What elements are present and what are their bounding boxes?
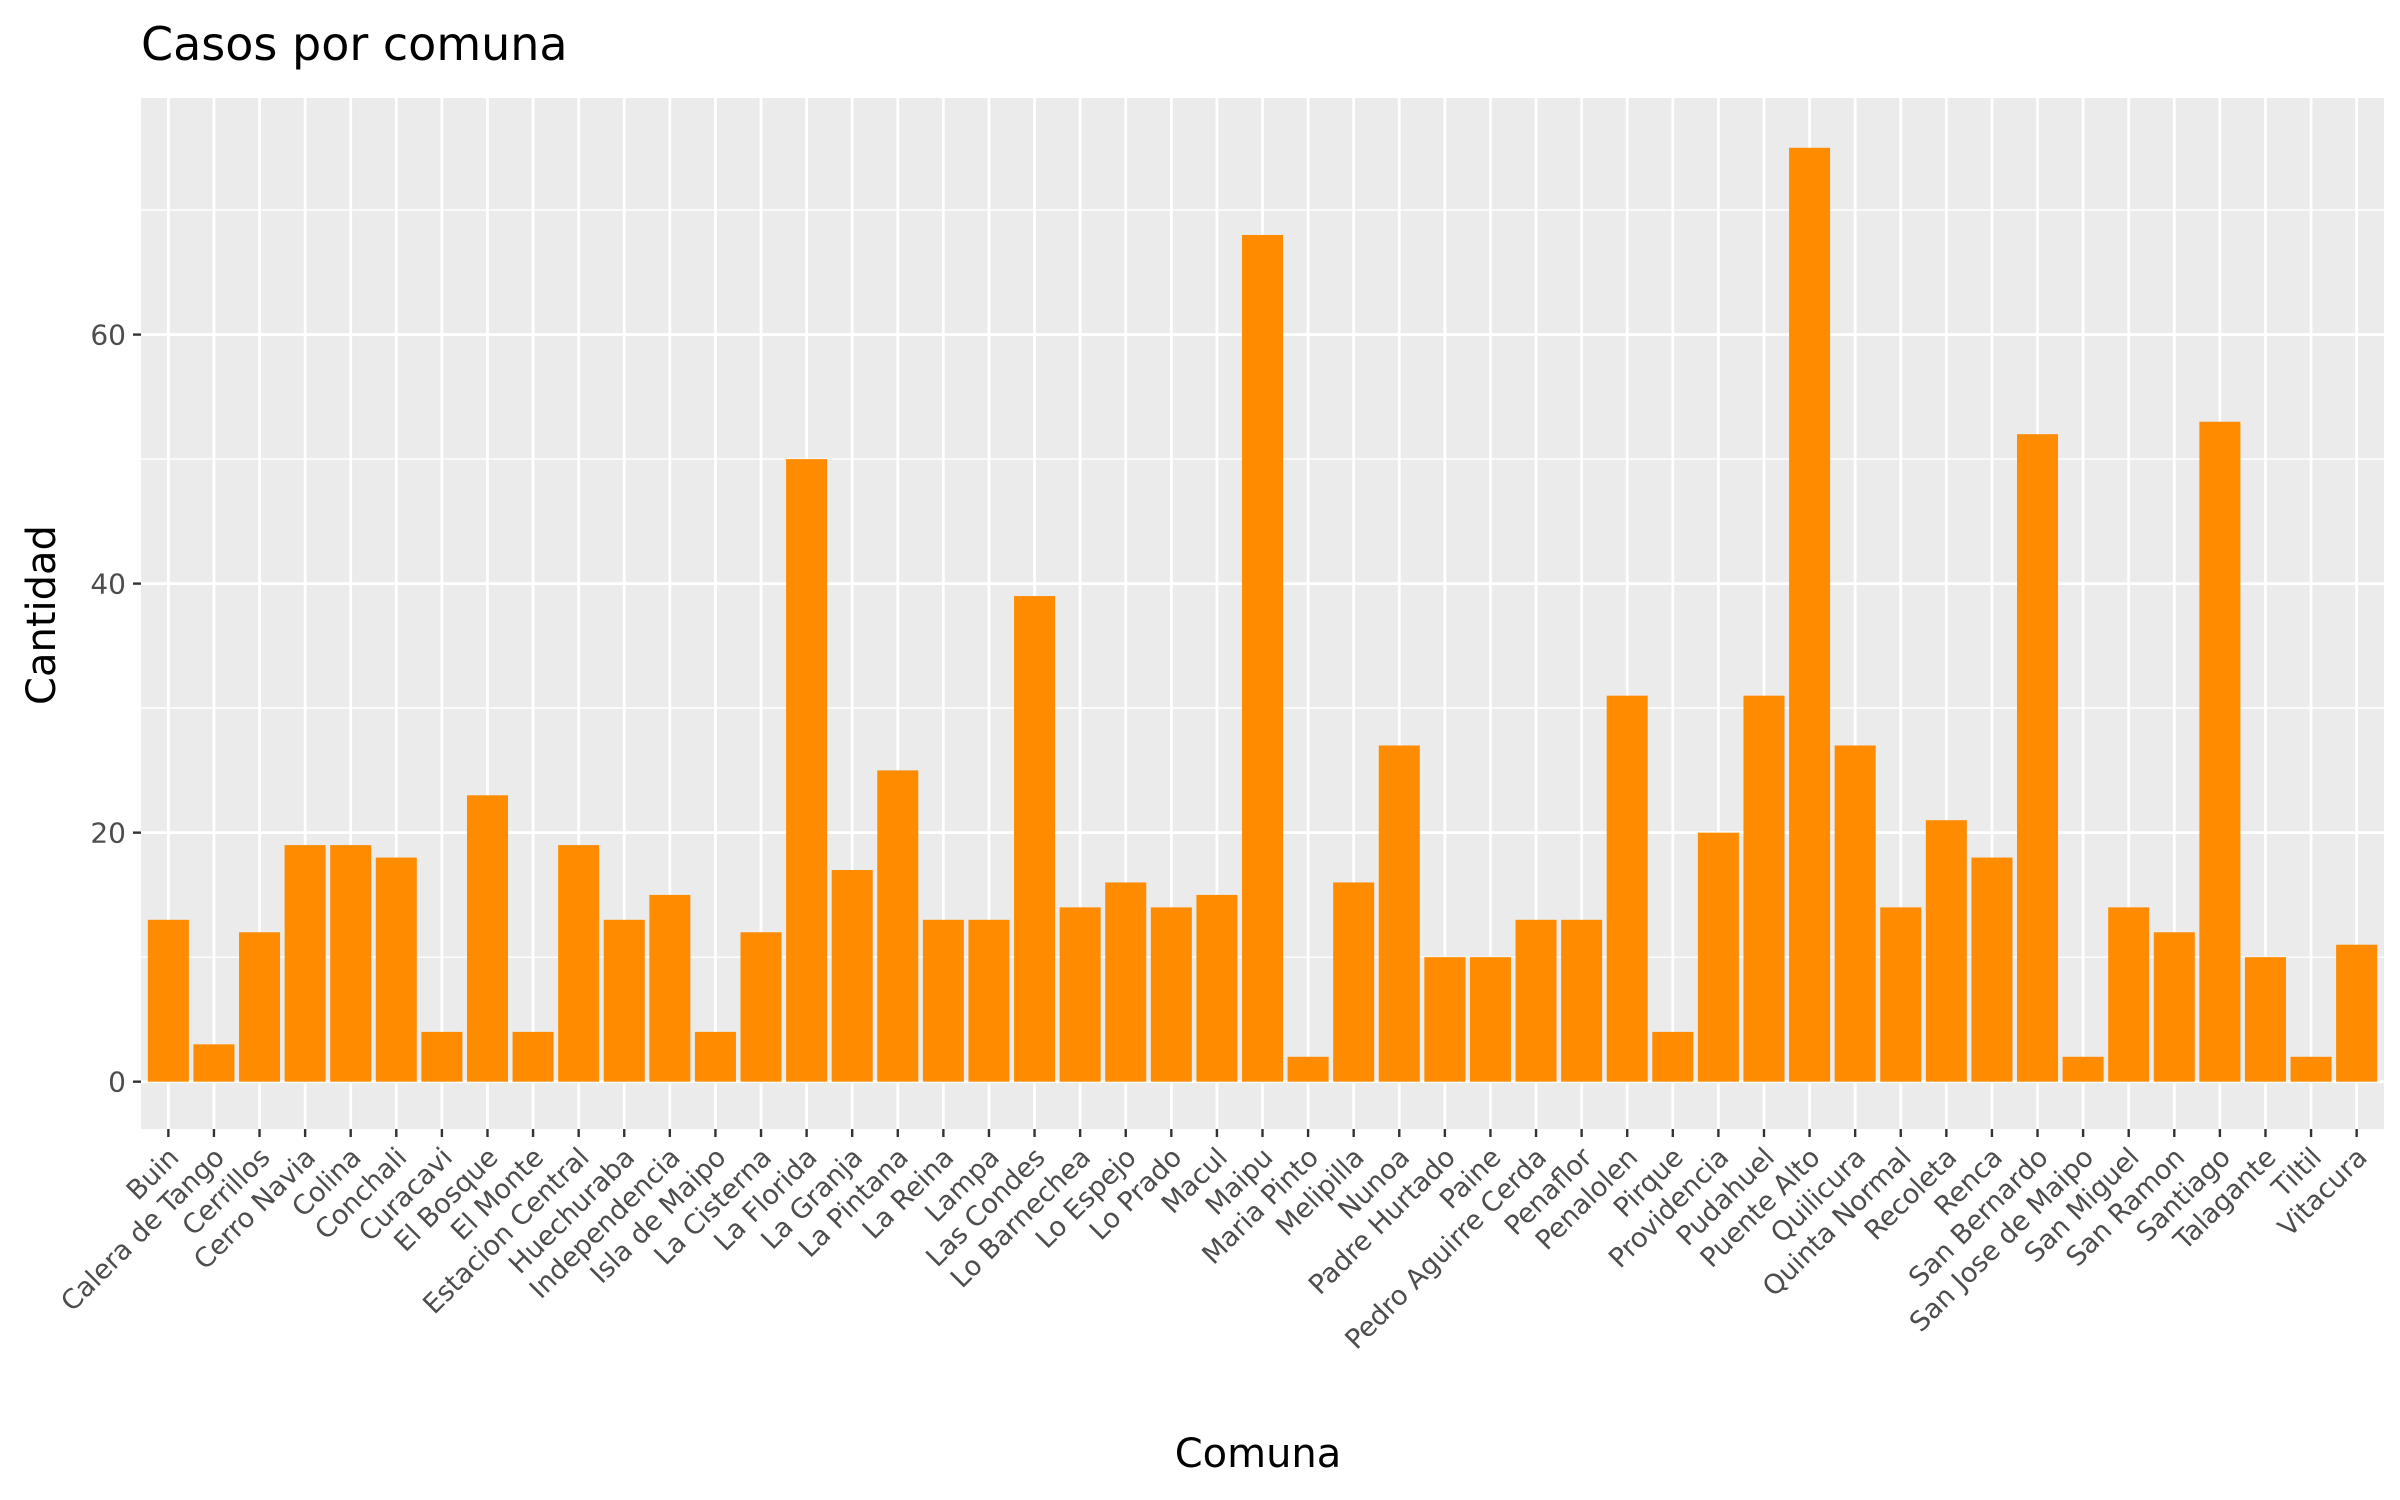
bar-tiltil [2290, 1056, 2332, 1082]
bar-santiago [2199, 421, 2241, 1082]
y-tick-label: 20 [90, 817, 126, 850]
bar-quilicura [1834, 745, 1876, 1082]
bars [147, 147, 2378, 1082]
x-axis-title: Comuna [1175, 1431, 1342, 1477]
bar-pirque [1652, 1031, 1694, 1082]
bar-la-cisterna [740, 932, 782, 1082]
bar-san-jose-de-maipo [2062, 1056, 2104, 1082]
bar-nunoa [1378, 745, 1420, 1082]
bar-lo-barnechea [1059, 907, 1101, 1082]
y-tick-label: 40 [90, 568, 126, 601]
bar-estacion-central [558, 845, 600, 1082]
bar-penalolen [1606, 695, 1648, 1082]
y-axis: 0 20 40 60 [90, 319, 141, 1099]
bar-providencia [1697, 832, 1739, 1082]
bar-paine [1469, 957, 1511, 1082]
bar-vitacura [2336, 944, 2378, 1082]
bar-conchali [375, 857, 417, 1082]
bar-recoleta [1925, 820, 1967, 1082]
bar-la-granja [831, 870, 873, 1082]
bar-curacavi [421, 1031, 463, 1082]
bar-renca [1971, 857, 2013, 1082]
bar-la-reina [922, 919, 964, 1082]
bar-cerrillos [239, 932, 281, 1082]
bar-maipu [1241, 234, 1284, 1082]
bar-padre-hurtado [1424, 957, 1466, 1082]
y-tick-label: 0 [108, 1066, 126, 1099]
bar-pedro-aguirre-cerda [1515, 919, 1557, 1082]
bar-independencia [649, 894, 691, 1082]
bar-las-condes [1014, 596, 1056, 1082]
bar-el-bosque [466, 795, 508, 1082]
y-tick-label: 60 [90, 319, 126, 352]
bar-colina [330, 845, 372, 1082]
bar-penaflor [1561, 919, 1603, 1082]
bar-melipilla [1333, 882, 1375, 1082]
bar-isla-de-maipo [694, 1031, 736, 1082]
bar-lampa [968, 919, 1010, 1082]
bar-pudahuel [1743, 695, 1785, 1082]
bar-buin [147, 919, 189, 1082]
bar-talagante [2244, 957, 2286, 1082]
bar-lo-espejo [1105, 882, 1147, 1082]
bar-la-pintana [877, 770, 919, 1082]
bar-huechuraba [603, 919, 645, 1082]
y-axis-title: Cantidad [19, 525, 65, 705]
bar-puente-alto [1789, 147, 1831, 1082]
bar-la-florida [786, 459, 828, 1082]
bar-maria-pinto [1287, 1056, 1329, 1082]
bar-cerro-navia [284, 845, 326, 1082]
bar-calera-de-tango [193, 1044, 235, 1082]
bar-san-bernardo [2017, 434, 2059, 1082]
bar-quinta-normal [1880, 907, 1922, 1082]
bar-san-miguel [2108, 907, 2150, 1082]
bar-lo-prado [1150, 907, 1192, 1082]
chart-title: Casos por comuna [141, 17, 568, 71]
bar-macul [1196, 894, 1238, 1082]
bar-san-ramon [2153, 932, 2195, 1082]
bar-el-monte [512, 1031, 554, 1082]
